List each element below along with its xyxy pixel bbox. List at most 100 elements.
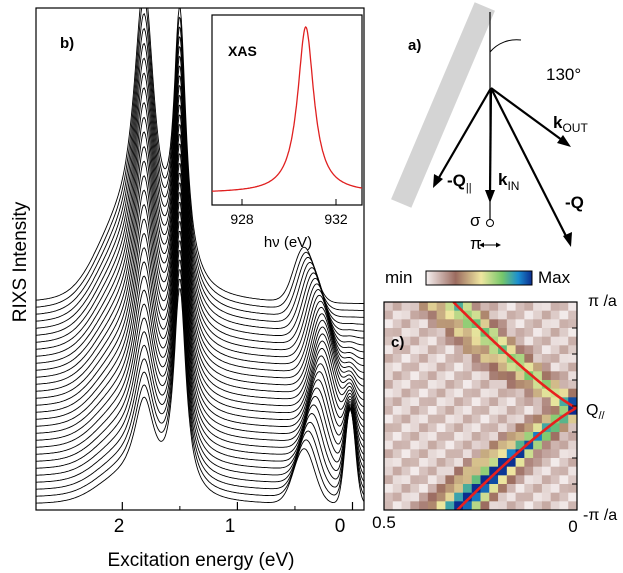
heatmap-cell — [384, 432, 394, 442]
heatmap-cell — [515, 414, 525, 424]
heatmap-cell — [427, 440, 438, 450]
heatmap-cell — [515, 362, 525, 372]
heatmap-cell — [550, 362, 560, 372]
heatmap-cell — [410, 414, 420, 424]
heatmap-cell — [462, 466, 473, 476]
heatmap-cell — [454, 388, 464, 398]
heatmap-cell — [480, 432, 490, 442]
heatmap-cell — [384, 423, 394, 433]
heatmap-cell — [541, 406, 552, 416]
heatmap-cell — [384, 458, 394, 468]
heatmap-cell — [489, 302, 499, 312]
heatmap-cell — [568, 319, 577, 329]
heatmap-cell — [410, 354, 420, 364]
heatmap-cell — [533, 501, 543, 510]
heatmap-cell — [384, 328, 394, 338]
heatmap-cell — [568, 354, 577, 364]
heatmap-cell — [498, 310, 508, 320]
heatmap-cell — [515, 475, 525, 485]
heatmap-cell — [533, 458, 543, 468]
heatmap-cell — [533, 466, 543, 476]
heatmap-cell — [436, 492, 446, 502]
heatmap-cell — [462, 423, 473, 433]
heatmap-cell — [392, 449, 403, 459]
heatmap-cell — [506, 397, 517, 407]
heatmap-cell — [533, 328, 543, 338]
heatmap-cell — [550, 432, 560, 442]
heatmap-cell — [533, 302, 543, 312]
heatmap-cell — [445, 466, 455, 476]
heatmap-cell — [533, 484, 543, 494]
heatmap-cell — [541, 362, 552, 372]
heatmap-cell — [384, 397, 394, 407]
heatmap-cell — [568, 414, 577, 424]
heatmap-cell — [401, 371, 411, 381]
x-tick-label: 2 — [114, 516, 125, 537]
heatmap-cell — [392, 371, 403, 381]
rixs-spectrum — [36, 230, 364, 462]
pi-arrowhead-left — [479, 242, 484, 248]
heatmap-cell — [541, 380, 552, 390]
heatmap-cell — [384, 319, 394, 329]
heatmap-cell — [550, 345, 560, 355]
heatmap-cell — [524, 484, 534, 494]
heatmap-cell — [392, 319, 403, 329]
heatmap-cell — [445, 354, 455, 364]
heatmap-cell — [515, 492, 525, 502]
heatmap-cell — [436, 475, 446, 485]
heatmap-cell — [384, 501, 394, 510]
heatmap-cell — [410, 336, 420, 346]
heatmap-cell — [524, 371, 534, 381]
panel-a-label: a) — [408, 37, 421, 54]
heatmap-cell — [427, 414, 438, 424]
heatmap-cell — [515, 354, 525, 364]
heatmap-cell — [454, 432, 464, 442]
heatmap-cell — [445, 362, 455, 372]
heatmap-cell — [462, 492, 473, 502]
heatmap-cell — [559, 423, 569, 433]
heatmap-cell — [524, 388, 534, 398]
heatmap-cell — [427, 310, 438, 320]
heatmap-cell — [568, 432, 577, 442]
heatmap-cell — [524, 432, 534, 442]
heatmap-cell — [559, 414, 569, 424]
heatmap-cell — [471, 440, 481, 450]
heatmap-cell — [454, 380, 464, 390]
heatmap-cell — [480, 440, 490, 450]
heatmap-cell — [445, 302, 455, 312]
heatmap-cell — [471, 388, 481, 398]
rixs-spectrum — [36, 55, 364, 339]
heatmap-cell — [454, 310, 464, 320]
panel-b-rixs-spectra: b) 2 1 0 Excitation energy (eV) RIXS Int… — [10, 7, 365, 571]
heatmap-cell — [419, 302, 429, 312]
rixs-spectrum — [36, 182, 364, 428]
heatmap-cell — [462, 397, 473, 407]
heatmap-cell — [427, 466, 438, 476]
panel-c-ticks — [572, 327, 577, 485]
rixs-spectrum — [36, 163, 364, 414]
heatmap-cell — [559, 388, 569, 398]
heatmap-cell — [436, 406, 446, 416]
heatmap-cell — [392, 484, 403, 494]
heatmap-cell — [506, 388, 517, 398]
heatmap-cell — [427, 336, 438, 346]
q-arrowhead — [563, 232, 572, 247]
heatmap-cell — [462, 371, 473, 381]
heatmap-cell — [498, 362, 508, 372]
heatmap-cell — [427, 328, 438, 338]
heatmap-cell — [445, 336, 455, 346]
heatmap-cell — [419, 354, 429, 364]
panel-c-x-right-label: 0 — [568, 517, 577, 536]
heatmap-cell — [436, 345, 446, 355]
heatmap-cell — [568, 397, 577, 407]
heatmap-cell — [410, 310, 420, 320]
heatmap-cell — [401, 336, 411, 346]
heatmap-cell — [392, 302, 403, 312]
heatmap-cell — [419, 414, 429, 424]
heatmap-cell — [436, 388, 446, 398]
heatmap-cell — [462, 414, 473, 424]
q-label: -Q — [565, 193, 584, 212]
panel-c-y-mid-label: Q// — [586, 402, 606, 422]
heatmap-cell — [392, 328, 403, 338]
heatmap-cell — [427, 458, 438, 468]
